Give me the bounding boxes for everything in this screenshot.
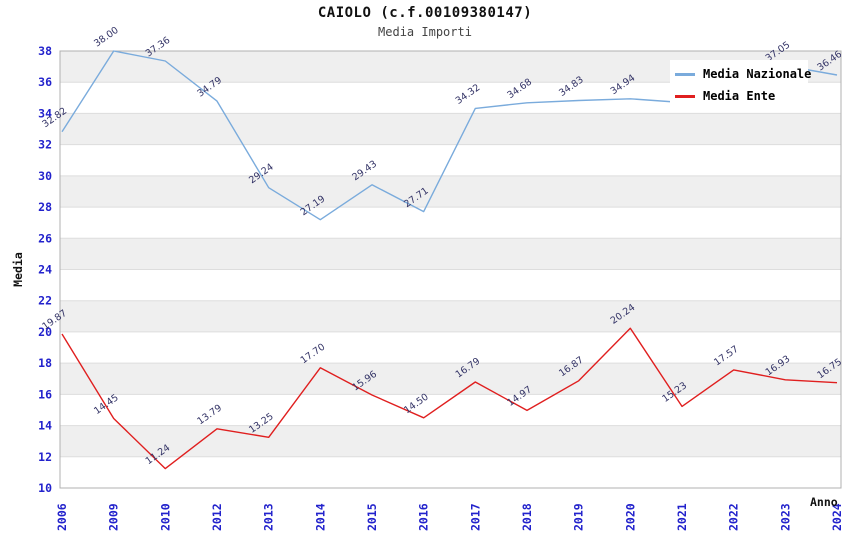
y-tick-label: 26 — [38, 231, 52, 245]
x-tick-label: 2021 — [675, 503, 689, 531]
plot-band — [60, 175, 841, 208]
y-tick-label: 28 — [38, 200, 52, 214]
y-axis-title: Media — [11, 252, 25, 287]
chart-subtitle: Media Importi — [378, 25, 472, 39]
x-tick-label: 2015 — [365, 503, 379, 531]
data-label: 38.00 — [92, 25, 121, 50]
legend-marker-nazionale-icon — [675, 72, 695, 76]
x-tick-label: 2019 — [572, 503, 586, 531]
x-tick-label: 2024 — [830, 503, 844, 531]
y-tick-label: 14 — [38, 419, 52, 433]
y-tick-label: 18 — [38, 356, 52, 370]
x-tick-label: 2014 — [313, 503, 327, 531]
y-tick-label: 24 — [38, 263, 52, 277]
y-tick-label: 12 — [38, 450, 52, 464]
x-tick-label: 2010 — [158, 503, 172, 531]
plot-band — [60, 113, 841, 145]
data-label: 17.70 — [299, 342, 328, 367]
y-tick-label: 16 — [38, 387, 52, 401]
legend-item-media-nazionale: Media Nazionale — [675, 67, 812, 81]
y-tick-label: 34 — [38, 106, 52, 120]
y-tick-label: 30 — [38, 169, 52, 183]
legend: Media Nazionale Media Ente — [670, 60, 812, 110]
x-tick-label: 2012 — [210, 503, 224, 531]
plot-band — [60, 238, 841, 270]
plot-band — [60, 363, 841, 395]
legend-item-media-ente: Media Ente — [675, 89, 808, 103]
x-tick-label: 2006 — [55, 503, 69, 531]
plot-band — [60, 300, 841, 332]
legend-label-ente: Media Ente — [703, 89, 776, 103]
data-label: 13.79 — [195, 403, 224, 428]
x-tick-label: 2023 — [778, 503, 792, 531]
x-tick-label: 2017 — [468, 503, 482, 531]
y-tick-label: 10 — [38, 481, 52, 495]
x-tick-label: 2016 — [417, 503, 431, 531]
x-tick-label: 2020 — [623, 503, 637, 531]
data-label: 14.45 — [92, 392, 121, 417]
legend-marker-ente-icon — [675, 94, 695, 98]
data-label: 34.32 — [454, 82, 483, 107]
x-tick-label: 2022 — [727, 503, 741, 531]
x-tick-label: 2018 — [520, 503, 534, 531]
x-tick-label: 2009 — [107, 503, 121, 531]
y-tick-label: 36 — [38, 75, 52, 89]
chart-title: CAIOLO (c.f.00109380147) — [317, 5, 533, 21]
x-axis-title: Anno — [810, 495, 838, 509]
x-tick-label: 2013 — [262, 503, 276, 531]
y-tick-label: 38 — [38, 44, 52, 58]
y-tick-label: 32 — [38, 138, 52, 152]
y-tick-label: 22 — [38, 294, 52, 308]
series-line-media-ente — [61, 327, 838, 470]
data-label: 14.50 — [402, 392, 431, 417]
legend-label-nazionale: Media Nazionale — [703, 67, 812, 81]
y-tick-label: 20 — [38, 325, 52, 339]
plot-border — [59, 50, 842, 489]
plot-band — [60, 425, 841, 457]
